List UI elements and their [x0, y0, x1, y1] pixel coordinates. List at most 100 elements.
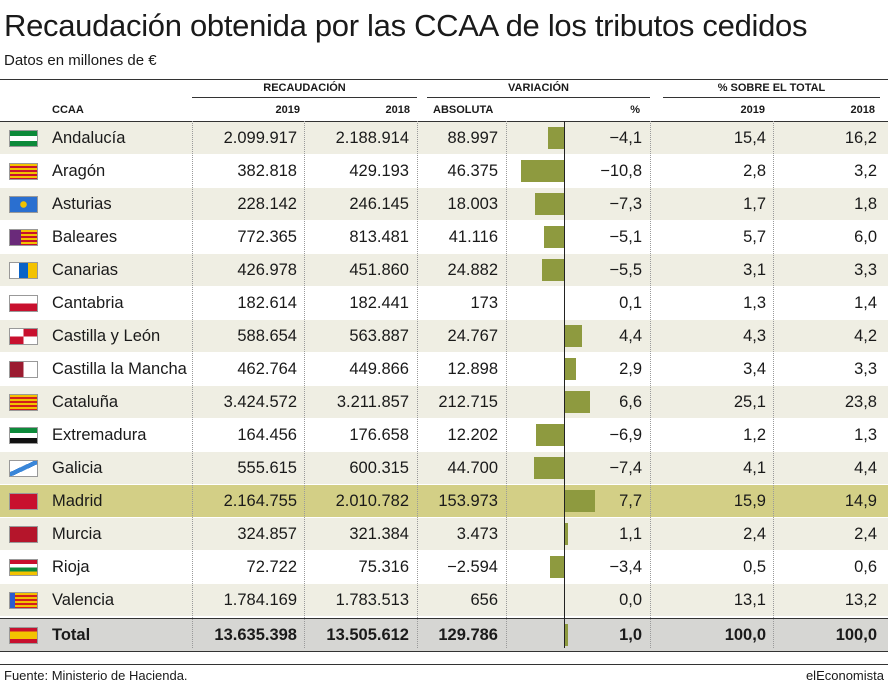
recaudacion-2018: 75.316	[358, 558, 409, 576]
sobre-total-2018: 100,0	[835, 626, 877, 644]
sobre-total-2019: 0,5	[743, 558, 766, 576]
region-name: Canarias	[52, 261, 119, 279]
table-row: Castilla la Mancha 462.764 449.866 12.898 2,…	[0, 353, 888, 385]
region-name: Rioja	[52, 558, 90, 576]
variation-bar	[547, 127, 564, 149]
column-divider	[304, 121, 305, 648]
variacion-absoluta: −2.594	[447, 558, 498, 576]
recaudacion-2019: 555.615	[237, 459, 297, 477]
variacion-absoluta: 24.767	[447, 327, 498, 345]
variation-bar	[564, 490, 595, 512]
variacion-pct: 1,1	[619, 525, 642, 543]
recaudacion-2018: 321.384	[349, 525, 409, 543]
recaudacion-2019: 462.764	[237, 360, 297, 378]
variacion-pct: 1,0	[619, 626, 642, 644]
table-row: Cataluña 3.424.572 3.211.857 212.715 6,6 25,1…	[0, 386, 888, 418]
table-row: Baleares 772.365 813.481 41.116 −5,1 5,7 6,0	[0, 221, 888, 253]
table-row: Valencia 1.784.169 1.783.513 656 0,0 13,1 13,2	[0, 584, 888, 616]
variacion-pct: −4,1	[609, 129, 642, 147]
table-row: Madrid 2.164.755 2.010.782 153.973 7,7 15,9 14…	[0, 485, 888, 517]
variation-bar	[534, 457, 564, 479]
variacion-pct: 7,7	[619, 492, 642, 510]
region-name: Castilla la Mancha	[52, 360, 187, 378]
group-header-sobre-total: % SOBRE EL TOTAL	[717, 82, 826, 94]
flag-icon	[9, 427, 38, 444]
sobre-total-2019: 4,3	[743, 327, 766, 345]
sobre-total-2018: 23,8	[844, 393, 877, 411]
recaudacion-2018: 1.783.513	[335, 591, 409, 609]
sobre-total-2018: 1,8	[854, 195, 877, 213]
sobre-total-2019: 3,1	[743, 261, 766, 279]
source-note: Fuente: Ministerio de Hacienda.	[4, 668, 188, 683]
sobre-total-2018: 4,4	[854, 459, 877, 477]
variacion-pct: −5,1	[609, 228, 642, 246]
sobre-total-2019: 15,4	[733, 129, 766, 147]
variacion-pct: −10,8	[600, 162, 642, 180]
recaudacion-2018: 182.441	[349, 294, 409, 312]
flag-icon	[9, 394, 38, 411]
table-row: Castilla y León 588.654 563.887 24.767 4,4 4,…	[0, 320, 888, 352]
flag-icon	[9, 559, 38, 576]
group-header-variacion: VARIACIÓN	[508, 82, 569, 94]
group-rule-variacion	[427, 97, 650, 98]
chart-subtitle: Datos en millones de €	[4, 52, 157, 69]
recaudacion-2018: 449.866	[349, 360, 409, 378]
variacion-absoluta: 41.116	[448, 228, 498, 246]
table-row: Extremadura 164.456 176.658 12.202 −6,9 1,2 1,…	[0, 419, 888, 451]
sobre-total-2018: 13,2	[844, 591, 877, 609]
region-name: Valencia	[52, 591, 115, 609]
variation-bar	[564, 624, 568, 646]
variation-bar	[564, 523, 569, 545]
variation-bar	[536, 424, 564, 446]
recaudacion-2018: 600.315	[349, 459, 409, 477]
flag-icon	[9, 361, 38, 378]
recaudacion-2019: 228.142	[237, 195, 297, 213]
variacion-pct: 0,1	[619, 294, 642, 312]
variacion-pct: −7,4	[609, 459, 642, 477]
recaudacion-2018: 13.505.612	[326, 626, 409, 644]
column-header-pct: %	[630, 104, 640, 116]
region-name: Baleares	[52, 228, 118, 246]
region-name: Castilla y León	[52, 327, 161, 345]
recaudacion-2018: 2.188.914	[335, 129, 409, 147]
variacion-pct: 2,9	[619, 360, 642, 378]
recaudacion-2018: 2.010.782	[335, 492, 409, 510]
variacion-pct: −6,9	[609, 426, 642, 444]
sobre-total-2018: 0,6	[854, 558, 877, 576]
sobre-total-2018: 4,2	[854, 327, 877, 345]
recaudacion-2018: 176.658	[349, 426, 409, 444]
variation-bar	[534, 193, 564, 215]
variation-bar	[564, 325, 582, 347]
variation-bar	[520, 160, 564, 182]
variacion-absoluta: 12.898	[447, 360, 498, 378]
flag-icon	[9, 163, 38, 180]
sobre-total-2019: 100,0	[724, 626, 766, 644]
recaudacion-2019: 382.818	[237, 162, 297, 180]
variacion-absoluta: 24.882	[447, 261, 498, 279]
sobre-total-2019: 4,1	[743, 459, 766, 477]
recaudacion-2019: 13.635.398	[214, 626, 297, 644]
table-row: Murcia 324.857 321.384 3.473 1,1 2,4 2,4	[0, 518, 888, 550]
table-row: Asturias 228.142 246.145 18.003 −7,3 1,7 1,8	[0, 188, 888, 220]
chart-title: Recaudación obtenida por las CCAA de los…	[4, 8, 808, 43]
column-divider	[417, 121, 418, 648]
variacion-absoluta: 3.473	[456, 525, 498, 543]
sobre-total-2019: 1,2	[743, 426, 766, 444]
sobre-total-2019: 2,4	[743, 525, 766, 543]
variacion-absoluta: 129.786	[438, 626, 498, 644]
region-name: Cantabria	[52, 294, 124, 312]
region-name: Aragón	[52, 162, 106, 180]
column-divider	[650, 121, 651, 648]
sobre-total-2019: 15,9	[733, 492, 766, 510]
sobre-total-2019: 1,3	[743, 294, 766, 312]
sobre-total-2018: 3,3	[854, 360, 877, 378]
variacion-pct: 6,6	[619, 393, 642, 411]
group-rule-sobre-total	[663, 97, 880, 98]
column-header-recaudacion-2019: 2019	[275, 104, 300, 116]
variacion-absoluta: 12.202	[447, 426, 498, 444]
column-divider	[192, 121, 193, 648]
sobre-total-2019: 5,7	[743, 228, 766, 246]
header-top-rule	[0, 79, 888, 80]
sobre-total-2019: 2,8	[743, 162, 766, 180]
total-row: Total 13.635.398 13.505.612 129.786 1,0 100,0…	[0, 618, 888, 652]
